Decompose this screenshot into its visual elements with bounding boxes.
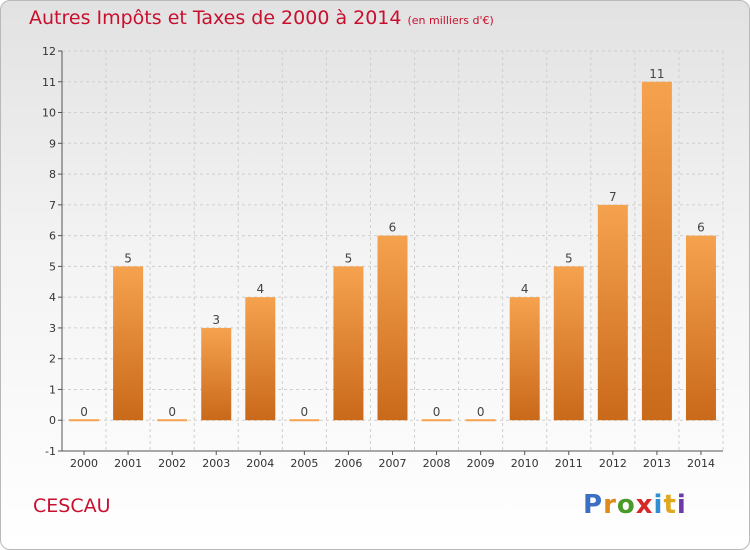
value-label-2007: 6 [389, 221, 397, 235]
y-tick-label: 7 [49, 199, 56, 212]
title-unit: (en milliers d'€) [407, 14, 494, 27]
y-tick-label: 6 [49, 230, 56, 243]
x-tick-label-2010: 2010 [511, 457, 539, 470]
commune-name: CESCAU [33, 495, 111, 517]
x-tick-label-2008: 2008 [423, 457, 451, 470]
logo-letter: i [676, 490, 687, 520]
x-tick-label-2007: 2007 [379, 457, 407, 470]
y-tick-label: 11 [42, 76, 56, 89]
value-label-2011: 5 [565, 251, 573, 265]
x-tick-label-2012: 2012 [599, 457, 627, 470]
value-label-2009: 0 [477, 405, 485, 419]
x-tick-label-2009: 2009 [467, 457, 495, 470]
value-label-2004: 4 [256, 282, 264, 296]
value-label-2012: 7 [609, 190, 617, 204]
logo-letter: t [663, 490, 677, 520]
value-label-2014: 6 [697, 221, 705, 235]
value-label-2001: 5 [124, 251, 132, 265]
value-label-2005: 0 [301, 405, 309, 419]
value-label-2010: 4 [521, 282, 529, 296]
bar-2004 [245, 297, 276, 421]
value-label-2013: 11 [649, 67, 664, 81]
x-tick-label-2003: 2003 [202, 457, 230, 470]
y-tick-label: 4 [49, 291, 56, 304]
x-tick-label-2001: 2001 [114, 457, 142, 470]
bar-2014 [685, 235, 716, 421]
value-label-2002: 0 [168, 405, 176, 419]
x-tick-label-2005: 2005 [290, 457, 318, 470]
x-tick-label-2011: 2011 [555, 457, 583, 470]
y-tick-label: 0 [49, 414, 56, 427]
bar-2013 [641, 81, 672, 421]
bar-2007 [377, 235, 408, 421]
chart-title: Autres Impôts et Taxes de 2000 à 2014 (en… [29, 7, 494, 29]
y-tick-label: 12 [42, 45, 56, 58]
value-label-2006: 5 [345, 251, 353, 265]
logo-letter: r [603, 490, 617, 520]
logo-letter: o [616, 490, 636, 520]
bar-2012 [597, 204, 628, 421]
title-main: Autres Impôts et Taxes de 2000 à 2014 [29, 7, 402, 29]
y-tick-label: -1 [45, 445, 56, 458]
value-label-2008: 0 [433, 405, 441, 419]
y-tick-label: 1 [49, 383, 56, 396]
y-tick-label: 9 [49, 137, 56, 150]
y-tick-label: 3 [49, 322, 56, 335]
x-tick-label-2006: 2006 [334, 457, 362, 470]
x-tick-label-2013: 2013 [643, 457, 671, 470]
y-tick-label: 2 [49, 353, 56, 366]
logo-letter: i [653, 490, 664, 520]
logo-letter: P [583, 490, 604, 520]
x-tick-label-2000: 2000 [70, 457, 98, 470]
bar-2006 [333, 266, 364, 421]
logo-letter: x [635, 490, 654, 520]
value-label-2003: 3 [212, 313, 220, 327]
x-tick-label-2002: 2002 [158, 457, 186, 470]
bar-2011 [553, 266, 584, 421]
x-tick-label-2014: 2014 [687, 457, 715, 470]
bar-2010 [509, 297, 540, 421]
proxiti-logo[interactable]: Proxiti [583, 490, 687, 520]
value-label-2000: 0 [80, 405, 88, 419]
bar-2003 [201, 327, 232, 421]
y-tick-label: 10 [42, 107, 56, 120]
bar-2001 [113, 266, 144, 421]
x-tick-label-2004: 2004 [246, 457, 274, 470]
y-tick-label: 8 [49, 168, 56, 181]
y-tick-label: 5 [49, 260, 56, 273]
